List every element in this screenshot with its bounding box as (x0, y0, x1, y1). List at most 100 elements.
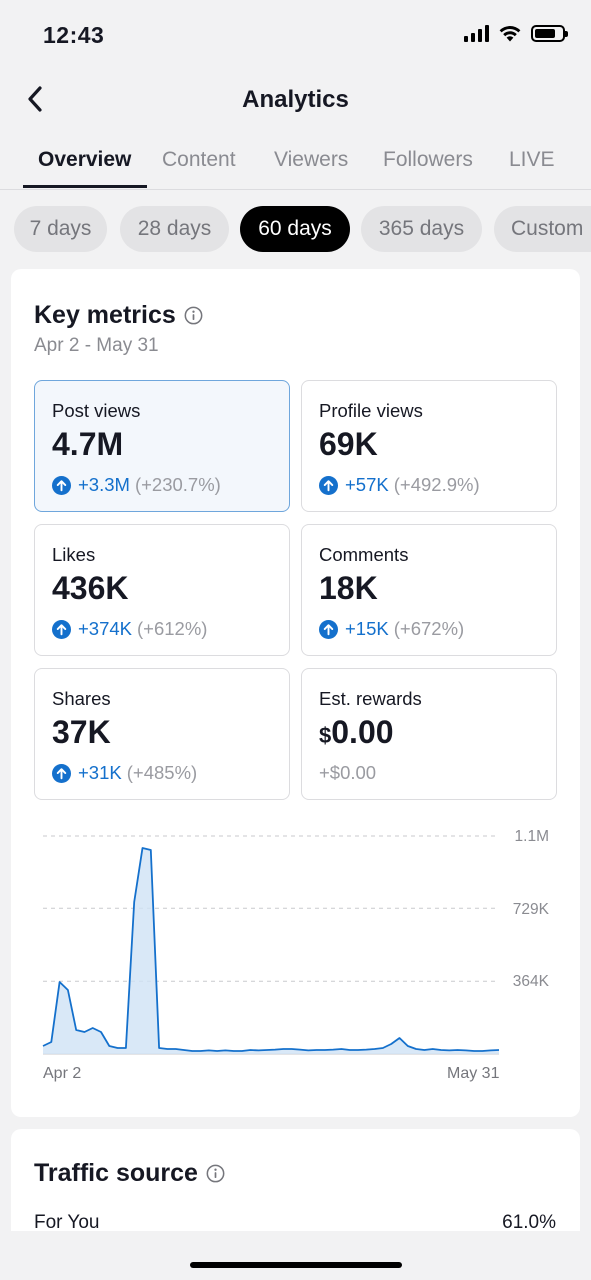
data-point (240, 1049, 244, 1053)
range-7-days[interactable]: 7 days (14, 206, 107, 252)
data-point (306, 1048, 310, 1052)
range-60-days[interactable]: 60 days (240, 206, 350, 252)
tab-live[interactable]: LIVE (509, 148, 555, 171)
series-line (42, 847, 500, 1052)
data-point (223, 1048, 227, 1052)
post-views-chart[interactable]: 1.1M 729K 364K Apr 2 May 31 (11, 809, 580, 1089)
metric-change: +15K (+672%) (319, 618, 464, 640)
change-absolute: +15K (345, 618, 389, 639)
tab-bar: Overview Content Viewers Followers LIVE (0, 130, 591, 190)
data-point (265, 1048, 269, 1052)
data-point (298, 1048, 302, 1052)
metric-change: +31K (+485%) (52, 762, 197, 784)
data-point (66, 988, 70, 992)
data-point (99, 1030, 103, 1034)
data-point (174, 1047, 178, 1051)
metric-card-comments[interactable]: Comments 18K +15K (+672%) (301, 524, 557, 656)
data-point (281, 1047, 285, 1051)
metric-card-shares[interactable]: Shares 37K +31K (+485%) (34, 668, 290, 800)
metric-label: Comments (319, 544, 409, 565)
rewards-amount: 0.00 (331, 714, 394, 750)
traffic-row-for-you: For You 61.0% (34, 1212, 556, 1231)
data-point (190, 1049, 194, 1053)
data-point (431, 1047, 435, 1051)
info-icon[interactable] (184, 306, 203, 325)
data-point (248, 1048, 252, 1052)
change-absolute: +3.3M (78, 474, 130, 495)
page-title: Analytics (242, 86, 349, 113)
change-absolute: +31K (78, 762, 122, 783)
header: Analytics (0, 70, 591, 130)
change-percent: (+612%) (137, 618, 208, 639)
data-point (290, 1047, 294, 1051)
metric-card-profile-views[interactable]: Profile views 69K +57K (+492.9%) (301, 380, 557, 512)
data-point (140, 846, 144, 850)
range-28-days[interactable]: 28 days (120, 206, 229, 252)
home-indicator[interactable] (190, 1262, 402, 1268)
data-point (422, 1048, 426, 1052)
cellular-signal-icon (464, 24, 489, 42)
tab-followers[interactable]: Followers (383, 148, 473, 171)
change-absolute: +$0.00 (319, 762, 377, 783)
arrow-up-icon (52, 763, 71, 783)
data-point (257, 1048, 261, 1052)
data-point (447, 1048, 451, 1052)
data-point (82, 1030, 86, 1034)
data-point (74, 1028, 78, 1032)
metric-card-post-views[interactable]: Post views 4.7M +3.3M (+230.7%) (34, 380, 290, 512)
range-custom[interactable]: Custom (494, 206, 591, 252)
data-point (381, 1046, 385, 1050)
metric-value: 69K (319, 426, 378, 462)
tab-viewers[interactable]: Viewers (274, 148, 349, 171)
metric-card-est-rewards[interactable]: Est. rewards $0.00 +$0.00 (301, 668, 557, 800)
metric-label: Est. rewards (319, 688, 422, 709)
currency-symbol: $ (319, 723, 332, 748)
back-button[interactable] (18, 82, 52, 116)
status-time: 12:43 (43, 22, 105, 48)
y-tick-label: 364K (512, 973, 549, 990)
status-bar: 12:43 (0, 0, 591, 70)
y-tick-label: 1.1M (514, 828, 549, 845)
data-point (323, 1048, 327, 1052)
data-point (389, 1042, 393, 1046)
chart-svg (42, 835, 501, 1055)
active-tab-indicator (23, 185, 147, 188)
data-point (497, 1048, 501, 1052)
traffic-value: 61.0% (502, 1212, 556, 1231)
traffic-source-card: Traffic source For You 61.0% (11, 1129, 580, 1231)
status-icons (464, 24, 568, 42)
change-percent: (+485%) (126, 762, 198, 783)
metric-card-likes[interactable]: Likes 436K +374K (+612%) (34, 524, 290, 656)
data-point (480, 1049, 484, 1053)
x-tick-label: Apr 2 (43, 1065, 82, 1082)
data-point (91, 1026, 95, 1030)
data-point (207, 1048, 211, 1052)
data-point (132, 900, 136, 904)
range-365-days[interactable]: 365 days (361, 206, 482, 252)
data-point (215, 1049, 219, 1053)
info-icon[interactable] (206, 1164, 225, 1183)
metric-label: Shares (52, 688, 111, 709)
data-point (157, 1046, 161, 1050)
x-tick-label: May 31 (447, 1065, 500, 1082)
data-point (107, 1044, 111, 1048)
series-area (43, 848, 499, 1054)
metric-change: +374K (+612%) (52, 618, 207, 640)
data-point (315, 1048, 319, 1052)
key-metrics-heading: Key metrics (34, 301, 176, 329)
data-point (339, 1047, 343, 1051)
battery-icon (531, 24, 568, 42)
back-arrow-icon (28, 86, 42, 112)
metric-value: 37K (52, 714, 111, 750)
metric-value: 18K (319, 570, 378, 606)
arrow-up-icon (52, 475, 71, 495)
tab-content[interactable]: Content (162, 148, 236, 171)
tab-overview[interactable]: Overview (38, 148, 132, 171)
date-range-selector: 7 days 28 days 60 days 365 days Custom (0, 206, 591, 254)
data-point (182, 1048, 186, 1052)
traffic-source-heading: Traffic source (34, 1159, 198, 1187)
data-point (273, 1048, 277, 1052)
key-metrics-title: Key metrics (34, 301, 203, 330)
data-point (406, 1044, 410, 1048)
data-point (199, 1049, 203, 1053)
